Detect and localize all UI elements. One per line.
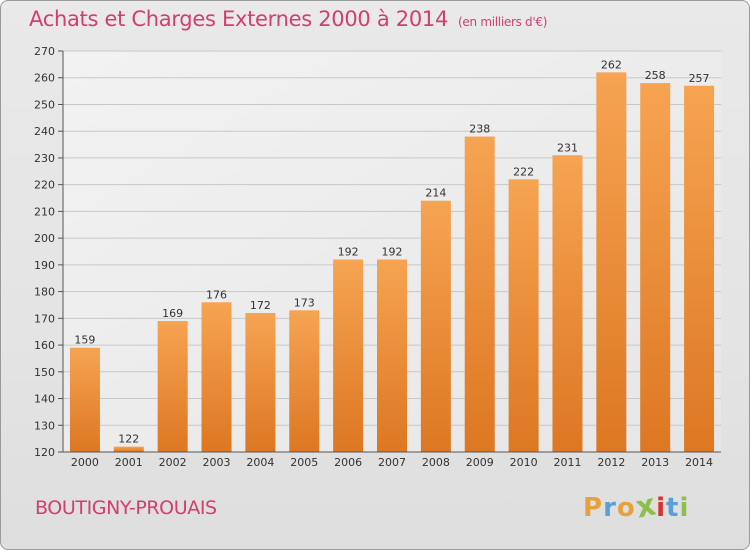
bar-value-label: 214 [425,187,446,200]
bar-value-label: 222 [513,165,534,178]
bar-2008[interactable] [420,200,451,452]
bar-value-label: 192 [338,246,359,259]
bar-2014[interactable] [684,85,715,453]
bar-value-label: 262 [601,58,622,71]
x-tick-label: 2002 [159,456,187,469]
y-tick-label: 170 [34,312,55,325]
x-tick-label: 2010 [510,456,538,469]
y-tick-label: 260 [34,72,55,85]
x-tick-label: 2011 [553,456,581,469]
y-tick-label: 130 [34,419,55,432]
x-tick-label: 2013 [641,456,669,469]
bar-2012[interactable] [596,72,627,453]
x-tick-label: 2009 [466,456,494,469]
x-tick-label: 2006 [334,456,362,469]
bar-2010[interactable] [508,179,539,452]
bar-chart: 159 122 169 176 172 173 192 192 214 238 222 231 262 2… [34,45,721,469]
chart-title-text: Achats et Charges Externes 2000 à 2014 [29,7,449,31]
bar-2004[interactable] [245,312,276,452]
x-tick-label: 2012 [597,456,625,469]
bar-2013[interactable] [640,83,671,452]
bar-value-label: 159 [74,334,95,347]
bar-2007[interactable] [377,259,407,452]
y-tick-label: 270 [34,45,55,58]
y-tick-label: 240 [34,125,55,138]
y-tick-label: 180 [34,286,55,299]
bar-value-label: 176 [206,288,227,301]
commune-name: BOUTIGNY-PROUAIS [35,497,217,519]
bar-2006[interactable] [333,259,364,452]
bar-value-label: 231 [557,141,578,154]
y-tick-label: 140 [34,393,55,406]
x-tick-label: 2007 [378,456,406,469]
bar-value-label: 257 [689,72,710,85]
y-tick-label: 120 [34,446,55,459]
x-tick-label: 2008 [422,456,450,469]
bar-value-label: 258 [645,69,666,82]
bar-value-label: 169 [162,307,183,320]
bar-2001[interactable] [113,446,144,452]
y-tick-label: 250 [34,98,55,111]
logo-letter: P [583,493,604,523]
x-tick-label: 2000 [71,456,99,469]
y-tick-label: 160 [34,339,55,352]
y-tick-label: 190 [34,259,55,272]
bar-value-label: 173 [294,296,315,309]
bar-value-label: 172 [250,299,271,312]
x-tick-label: 2004 [246,456,274,469]
y-tick-label: 150 [34,366,55,379]
y-tick-label: 210 [34,205,55,218]
logo-letter: r [603,493,617,523]
x-tick-label: 2014 [685,456,713,469]
bar-2005[interactable] [289,310,320,452]
bar-2011[interactable] [552,155,583,452]
proxiti-logo[interactable]: Proxiti [583,487,690,525]
chart-title: Achats et Charges Externes 2000 à 2014 (e… [29,7,547,31]
y-tick-label: 200 [34,232,55,245]
logo-letter: i [656,493,667,523]
chart-unit: (en milliers d'€) [458,15,548,29]
bar-2003[interactable] [201,302,232,452]
bar-value-label: 122 [118,433,139,446]
x-tick-label: 2001 [115,456,143,469]
bar-2002[interactable] [157,321,188,452]
bar-2000[interactable] [69,347,100,452]
bar-value-label: 192 [382,246,403,259]
bar-2009[interactable] [464,136,495,452]
logo-letter: i [679,493,690,523]
y-tick-label: 230 [34,152,55,165]
x-tick-label: 2005 [290,456,318,469]
x-tick-label: 2003 [203,456,231,469]
logo-letter: o [616,493,636,523]
logo-letter: t [666,493,680,523]
y-tick-label: 220 [34,179,55,192]
bar-value-label: 238 [469,123,490,136]
